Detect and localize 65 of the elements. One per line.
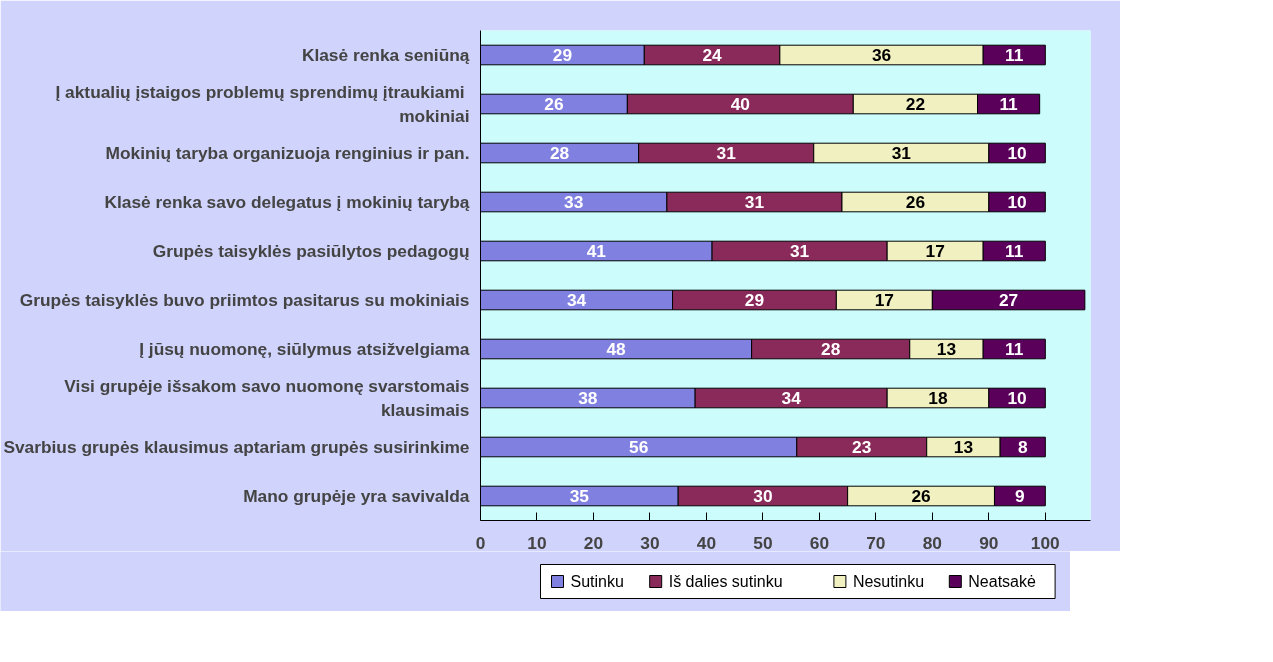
- legend-label: Nesutinku: [852, 573, 925, 590]
- data-label: 10: [1007, 192, 1027, 212]
- data-label: 26: [911, 486, 932, 506]
- data-label: 56: [629, 437, 649, 457]
- data-label: 17: [925, 241, 945, 261]
- data-label: 13: [936, 339, 957, 359]
- data-label: 28: [549, 143, 570, 163]
- data-label: 10: [1007, 388, 1027, 408]
- x-tick-label: 40: [696, 532, 717, 553]
- data-label: 9: [1015, 486, 1025, 506]
- data-label: 36: [871, 45, 892, 65]
- data-label: 34: [781, 388, 802, 408]
- data-label: 11: [1005, 241, 1024, 261]
- y-tick-label: Klasė renka savo delegatus į mokinių tarybą: [104, 192, 470, 212]
- y-tick-label: Grupės taisyklės buvo priimtos pasitarus su mokiniais: [19, 290, 470, 310]
- data-label: 26: [905, 192, 926, 212]
- data-label: 41: [586, 241, 607, 261]
- y-tick-label: Mokinių taryba organizuoja renginius ir pan.: [105, 143, 470, 163]
- x-tick-label: 70: [866, 532, 886, 553]
- x-tick-label: 0: [475, 532, 486, 553]
- data-label: 29: [744, 290, 765, 310]
- data-label: 8: [1017, 437, 1028, 457]
- data-label: 26: [544, 94, 564, 114]
- data-label: 31: [744, 192, 765, 212]
- legend-label: Sutinku: [570, 573, 624, 590]
- x-tick-label: 50: [753, 532, 773, 553]
- data-label: 18: [928, 388, 948, 408]
- x-tick-label: 10: [527, 532, 547, 553]
- x-tick-label: 20: [583, 532, 604, 553]
- data-label: 30: [753, 486, 773, 506]
- data-label: 34: [566, 290, 587, 310]
- data-label: 27: [998, 290, 1019, 310]
- data-label: 24: [702, 45, 723, 65]
- legend-label: Neatsakė: [968, 573, 1036, 590]
- y-tick-label: Visi grupėje išsakom savo nuomonę svarstomais klausimais: [64, 376, 470, 420]
- data-label: 17: [874, 290, 894, 310]
- y-tick-label: Grupės taisyklės pasiūlytos pedagogų: [152, 241, 470, 261]
- x-tick-label: 30: [640, 532, 660, 553]
- data-label: 29: [552, 45, 573, 65]
- x-tick-label: 100: [1030, 532, 1060, 553]
- data-label: 11: [1005, 339, 1024, 359]
- data-label: 13: [953, 437, 974, 457]
- data-label: 38: [578, 388, 598, 408]
- data-label: 48: [606, 339, 627, 359]
- data-label: 11: [999, 94, 1019, 114]
- x-tick-label: 80: [922, 532, 942, 553]
- y-tick-label: Į jūsų nuomonę, siūlymus atsižvelgiama: [139, 339, 470, 359]
- data-label: 10: [1007, 143, 1027, 163]
- y-tick-label: Klasė renka seniūną: [301, 45, 470, 65]
- data-label: 35: [569, 486, 590, 506]
- data-label: 33: [564, 192, 584, 212]
- data-label: 23: [852, 437, 872, 457]
- data-label: 40: [730, 94, 750, 114]
- legend-label: Iš dalies sutinku: [668, 573, 783, 590]
- data-label: 28: [821, 339, 841, 359]
- x-tick-label: 90: [979, 532, 999, 553]
- data-label: 22: [905, 94, 926, 114]
- x-tick-label: 60: [809, 532, 830, 553]
- y-tick-label: Mano grupėje yra savivalda: [243, 486, 470, 506]
- y-tick-label: Svarbius grupės klausimus aptariam grupės susirinkime: [3, 437, 470, 457]
- data-label: 11: [1005, 45, 1024, 65]
- data-label: 31: [716, 143, 737, 163]
- y-tick-label: Į aktualių įstaigos problemų sprendimų įtraukiami mokiniai: [55, 82, 470, 126]
- data-label: 31: [789, 241, 810, 261]
- data-label: 31: [891, 143, 912, 163]
